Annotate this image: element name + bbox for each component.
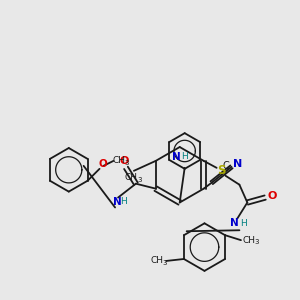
Text: O: O [119,156,129,166]
Text: O: O [98,159,107,169]
Text: N: N [172,152,181,162]
Text: N: N [233,159,242,169]
Text: CH: CH [124,173,137,182]
Text: H: H [120,197,126,206]
Text: 3: 3 [124,160,128,166]
Text: N: N [113,196,122,206]
Text: CH: CH [151,256,164,266]
Text: H: H [181,152,188,161]
Text: O: O [267,190,277,201]
Text: CH: CH [113,156,126,165]
Text: 3: 3 [138,177,142,183]
Text: S: S [217,164,226,177]
Text: N: N [230,218,239,228]
Text: C: C [223,161,230,171]
Text: CH: CH [242,236,255,245]
Text: 3: 3 [254,239,259,245]
Text: H: H [240,219,247,228]
Text: 3: 3 [163,260,167,266]
